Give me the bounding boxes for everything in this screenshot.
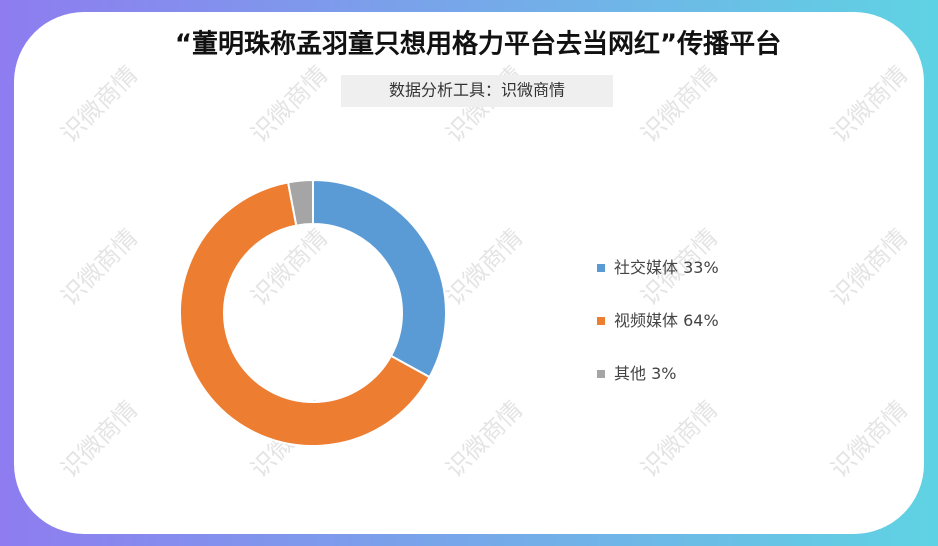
legend-label: 其他 <box>614 364 646 383</box>
legend-value: 64% <box>683 311 719 330</box>
legend-entry: 视频媒体 64% <box>614 311 719 330</box>
legend-swatch <box>597 317 605 325</box>
legend-entry: 其他 3% <box>614 364 677 383</box>
legend-value: 3% <box>651 364 676 383</box>
donut-segment <box>179 181 431 447</box>
subtitle-box <box>341 75 613 107</box>
plot: 社交媒体 33% 视频媒体 64% 其他 3% <box>179 178 719 447</box>
chart-title: “董明珠称孟羽童只想用格力平台去当网红”传播平台 <box>175 29 781 60</box>
legend-label: 社交媒体 <box>614 258 678 277</box>
chart-subtitle: 数据分析工具：识微商情 <box>389 81 565 100</box>
donut-segment <box>286 178 314 227</box>
donut-segment <box>312 178 447 379</box>
legend-entry: 社交媒体 33% <box>614 258 719 277</box>
legend-swatch <box>597 370 605 378</box>
legend-value: 33% <box>683 258 719 277</box>
legend-label: 视频媒体 <box>614 311 678 330</box>
legend-swatch <box>597 264 605 272</box>
